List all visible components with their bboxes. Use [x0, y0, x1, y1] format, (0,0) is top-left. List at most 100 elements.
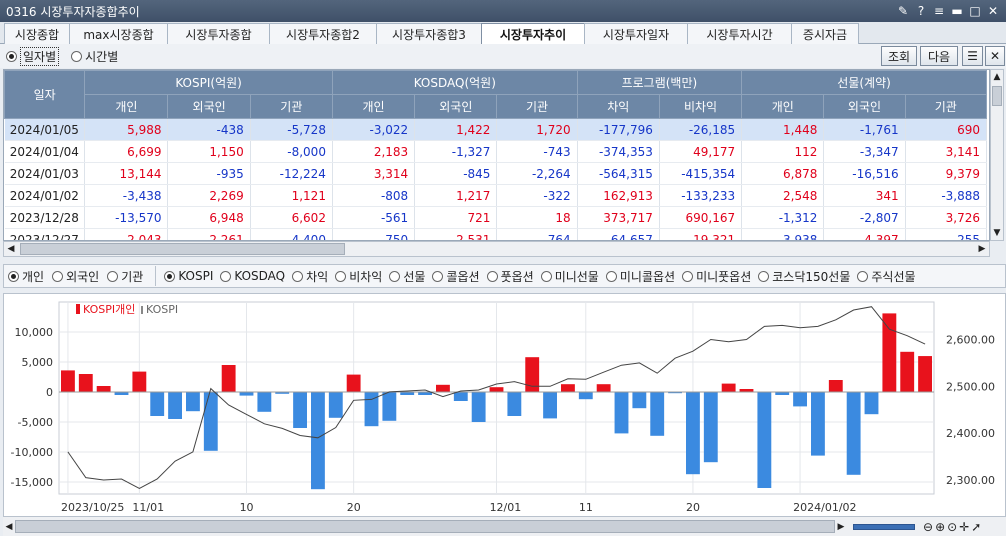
maximize-icon[interactable]: □ [969, 4, 981, 18]
table-row[interactable]: 2023/12/27 2,043 2,261 -4,400 -750 2,531 -764-… [4, 228, 988, 240]
table-row[interactable]: 2024/01/05 5,988 -438 -5,728 -3,022 1,422 1,72… [4, 118, 988, 141]
market-radio-indicator[interactable] [682, 270, 694, 282]
market-radio-label: 차익 [306, 269, 329, 284]
menu-icon[interactable]: ≡ [933, 4, 945, 18]
market-radio-8[interactable]: 미니콜옵션 [605, 268, 675, 285]
table-row[interactable]: 2024/01/02 -3,438 2,269 1,121 -808 1,217 -322 1… [4, 184, 988, 207]
pin-icon[interactable]: ✎ [897, 4, 909, 18]
table-row[interactable]: 2023/12/28 -13,570 6,948 6,602 -561 721 18 373,… [4, 206, 988, 229]
pointer-icon[interactable]: ➚ [971, 519, 982, 534]
market-radio-6[interactable]: 풋옵션 [486, 268, 534, 285]
grid-close-icon[interactable]: ✕ [985, 46, 1005, 66]
list-view-icon[interactable]: ☰ [962, 46, 983, 66]
tab-5[interactable]: 시장투자추이 [481, 23, 585, 44]
market-radio-3[interactable]: 비차익 [335, 268, 382, 285]
investor-radio-0[interactable]: 개인 [8, 268, 44, 285]
scroll-thumb[interactable] [992, 86, 1002, 106]
market-radio-0[interactable]: KOSPI [164, 268, 213, 285]
radio-daily-indicator[interactable] [6, 50, 17, 62]
column-header[interactable]: 개인 [84, 94, 169, 119]
chart-scroll-track[interactable] [15, 520, 835, 533]
column-header[interactable]: 외국인 [167, 94, 251, 119]
column-header[interactable]: 외국인 [414, 94, 498, 119]
market-radio-7[interactable]: 미니선물 [540, 268, 599, 285]
grid-horizontal-scrollbar[interactable]: ◀ ▶ [3, 241, 990, 257]
market-radio-indicator[interactable] [220, 270, 232, 282]
radio-daily[interactable]: 일자별 [6, 46, 60, 66]
market-radio-indicator[interactable] [432, 270, 444, 282]
hscroll-thumb[interactable] [20, 243, 345, 255]
market-radio-indicator[interactable] [292, 270, 304, 282]
zoom-reset-icon[interactable]: ⊙ [947, 519, 958, 534]
market-radio-4[interactable]: 선물 [389, 268, 425, 285]
scroll-down-icon[interactable]: ▼ [993, 228, 1001, 238]
market-radio-9[interactable]: 미니풋옵션 [682, 268, 751, 285]
date-column-header[interactable]: 일자 [4, 70, 86, 119]
market-radio-indicator[interactable] [857, 270, 869, 282]
value-cell: 2,183 [332, 140, 416, 163]
query-button[interactable]: 조회 [881, 46, 917, 66]
bar [96, 386, 111, 392]
chart-scroll-right-icon[interactable]: ▶ [837, 521, 845, 532]
tab-2[interactable]: 시장투자종합 [167, 23, 270, 44]
tab-1[interactable]: max시장종합 [69, 23, 168, 44]
value-cell: -1,761 [823, 118, 906, 141]
radio-hourly-label: 시간별 [85, 49, 119, 64]
market-radio-11[interactable]: 주식선물 [857, 268, 916, 285]
value-cell: 2,261 [167, 228, 251, 240]
help-icon[interactable]: ? [917, 4, 925, 18]
crosshair-icon[interactable]: ✛ [959, 519, 970, 534]
next-button[interactable]: 다음 [920, 46, 958, 66]
investor-radio-indicator[interactable] [8, 270, 19, 282]
tab-8[interactable]: 증시자금 [791, 23, 859, 44]
column-header[interactable]: 비차익 [658, 94, 743, 119]
column-header[interactable]: 기관 [904, 94, 988, 119]
market-radio-indicator[interactable] [389, 270, 401, 282]
table-row[interactable]: 2024/01/03 13,144 -935 -12,224 3,314 -845 -2,2… [4, 162, 988, 185]
minimize-icon[interactable]: ▬ [951, 4, 963, 18]
column-header[interactable]: 기관 [249, 94, 333, 119]
radio-hourly-indicator[interactable] [71, 50, 83, 62]
market-radio-10[interactable]: 코스닥150선물 [758, 268, 850, 285]
investor-radio-2[interactable]: 기관 [107, 268, 143, 285]
market-radio-indicator[interactable] [335, 270, 347, 282]
market-radio-indicator[interactable] [486, 270, 498, 282]
radio-hourly[interactable]: 시간별 [71, 48, 118, 65]
grid-vertical-scrollbar[interactable]: ▲ ▼ [990, 69, 1004, 241]
market-radio-indicator[interactable] [540, 270, 552, 282]
column-header[interactable]: 외국인 [823, 94, 906, 119]
market-radio-indicator[interactable] [164, 270, 176, 282]
value-cell: 112 [741, 140, 825, 163]
zoom-out-icon[interactable]: ⊖ [923, 519, 934, 534]
bar [882, 313, 897, 392]
column-header[interactable]: 차익 [576, 94, 660, 119]
bar [328, 392, 343, 418]
zoom-slider[interactable] [853, 523, 915, 530]
bar [828, 380, 843, 392]
scroll-up-icon[interactable]: ▲ [993, 72, 1001, 82]
market-radio-1[interactable]: KOSDAQ [220, 268, 285, 285]
tab-0[interactable]: 시장종합 [4, 23, 70, 44]
scroll-left-icon[interactable]: ◀ [7, 244, 15, 254]
table-row[interactable]: 2024/01/04 6,699 1,150 -8,000 2,183 -1,327 -74… [4, 140, 988, 163]
investor-radio-indicator[interactable] [107, 270, 119, 282]
tab-7[interactable]: 시장투자시간 [687, 23, 792, 44]
chart-scroll-left-icon[interactable]: ◀ [5, 521, 13, 532]
column-header[interactable]: 개인 [331, 94, 416, 119]
column-header[interactable]: 개인 [741, 94, 825, 119]
close-icon[interactable]: ✕ [987, 4, 999, 18]
tab-4[interactable]: 시장투자종합3 [376, 23, 482, 44]
scroll-right-icon[interactable]: ▶ [978, 244, 986, 254]
market-radio-indicator[interactable] [758, 270, 770, 282]
market-radio-indicator[interactable] [605, 270, 617, 282]
tab-3[interactable]: 시장투자종합2 [269, 23, 377, 44]
zoom-in-icon[interactable]: ⊕ [935, 519, 946, 534]
market-radio-2[interactable]: 차익 [292, 268, 328, 285]
tab-6[interactable]: 시장투자일자 [584, 23, 688, 44]
chart-scrollbar[interactable]: ◀ ▶ ⊖ ⊕ ⊙ ✛ ➚ [3, 517, 1006, 536]
market-radio-5[interactable]: 콜옵션 [432, 268, 480, 285]
investor-radio-indicator[interactable] [52, 270, 64, 282]
investor-radio-1[interactable]: 외국인 [52, 268, 99, 285]
column-header[interactable]: 기관 [496, 94, 578, 119]
value-cell: -561 [332, 206, 416, 229]
